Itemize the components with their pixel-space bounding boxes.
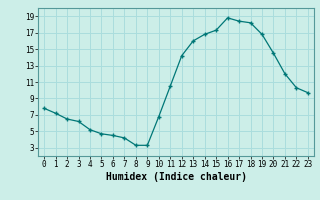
X-axis label: Humidex (Indice chaleur): Humidex (Indice chaleur) — [106, 172, 246, 182]
